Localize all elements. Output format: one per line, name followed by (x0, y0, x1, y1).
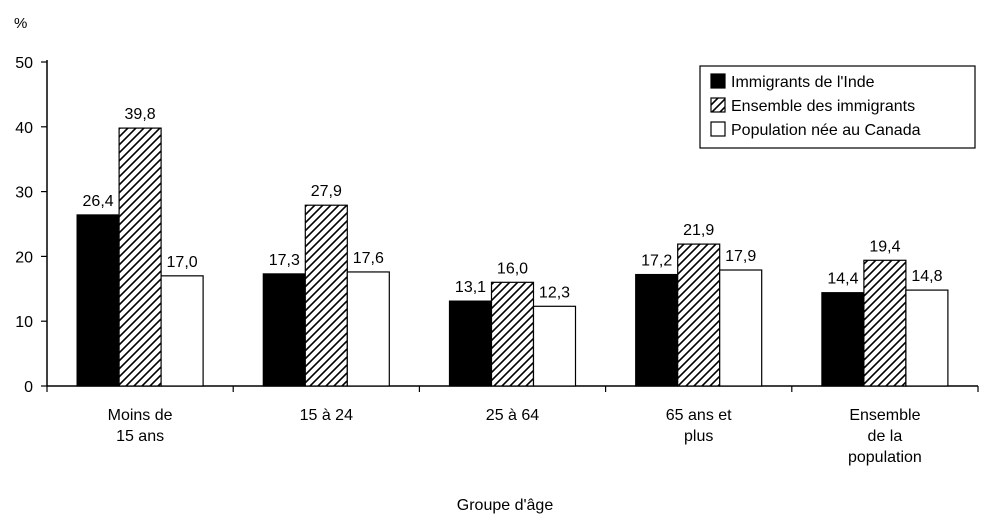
bar-value-label: 14,8 (911, 268, 942, 285)
bar (160, 275, 204, 387)
y-tick-label: 30 (15, 185, 33, 202)
category-label: 25 à 64 (486, 407, 539, 424)
bar (719, 269, 763, 387)
bar-value-label: 39,8 (125, 106, 156, 123)
category-label: Moins de 15 ans (108, 407, 173, 445)
bar-value-label: 17,0 (167, 254, 198, 271)
legend-label: Immigrants de l'Inde (731, 74, 875, 91)
legend-swatch (710, 73, 726, 89)
legend-swatch (710, 97, 726, 113)
bar-value-label: 21,9 (683, 222, 714, 239)
y-axis: 0 10 20 30 40 50 (15, 55, 48, 396)
y-tick-label: 20 (15, 249, 33, 266)
bar (905, 289, 949, 387)
bar (304, 204, 348, 387)
legend-label: Population née au Canada (731, 122, 921, 139)
legend-box (699, 65, 976, 149)
y-tick-label: 10 (15, 314, 33, 331)
bar-value-label: 13,1 (455, 279, 486, 296)
bar (76, 214, 120, 387)
x-axis (46, 385, 979, 392)
bar (346, 271, 390, 387)
bar-value-label: 14,4 (827, 271, 858, 288)
value-labels-group: 26,4 39,8 17,0 17,3 27,9 17,6 13,1 16,0 12,3 17,2… (83, 106, 943, 301)
bar (118, 127, 162, 387)
category-label: Ensemble de la population (848, 407, 922, 466)
bar-value-label: 19,4 (869, 238, 900, 255)
category-labels-group: Moins de 15 ans 15 à 24 25 à 64 65 ans et plu… (108, 407, 922, 466)
y-tick-label: 50 (15, 55, 33, 72)
y-tick-label: 40 (15, 120, 33, 137)
bar (635, 273, 679, 387)
legend-label: Ensemble des immigrants (731, 98, 915, 115)
bar (532, 305, 577, 387)
y-axis-label: % (14, 15, 27, 32)
legend-swatch (710, 121, 726, 137)
category-label: 65 ans et plus (666, 407, 732, 445)
x-axis-label: Groupe d'âge (457, 497, 554, 514)
bar-value-label: 17,6 (353, 250, 384, 267)
bar-value-label: 12,3 (539, 284, 570, 301)
bar-value-label: 17,3 (269, 252, 300, 269)
bar-value-label: 17,2 (641, 253, 672, 270)
bar (821, 292, 865, 387)
bar-value-label: 26,4 (83, 193, 114, 210)
y-tick-label: 0 (24, 379, 33, 396)
bar (262, 273, 306, 387)
bar (448, 300, 493, 387)
bar-value-label: 27,9 (311, 183, 342, 200)
bar (490, 281, 535, 387)
legend: Immigrants de l'Inde Ensemble des immigra… (699, 65, 976, 149)
bars-group (76, 127, 949, 387)
bar (863, 259, 907, 387)
bar (677, 243, 721, 387)
bar-value-label: 16,0 (497, 260, 528, 277)
category-label: 15 à 24 (300, 407, 353, 424)
bar-value-label: 17,9 (725, 248, 756, 265)
